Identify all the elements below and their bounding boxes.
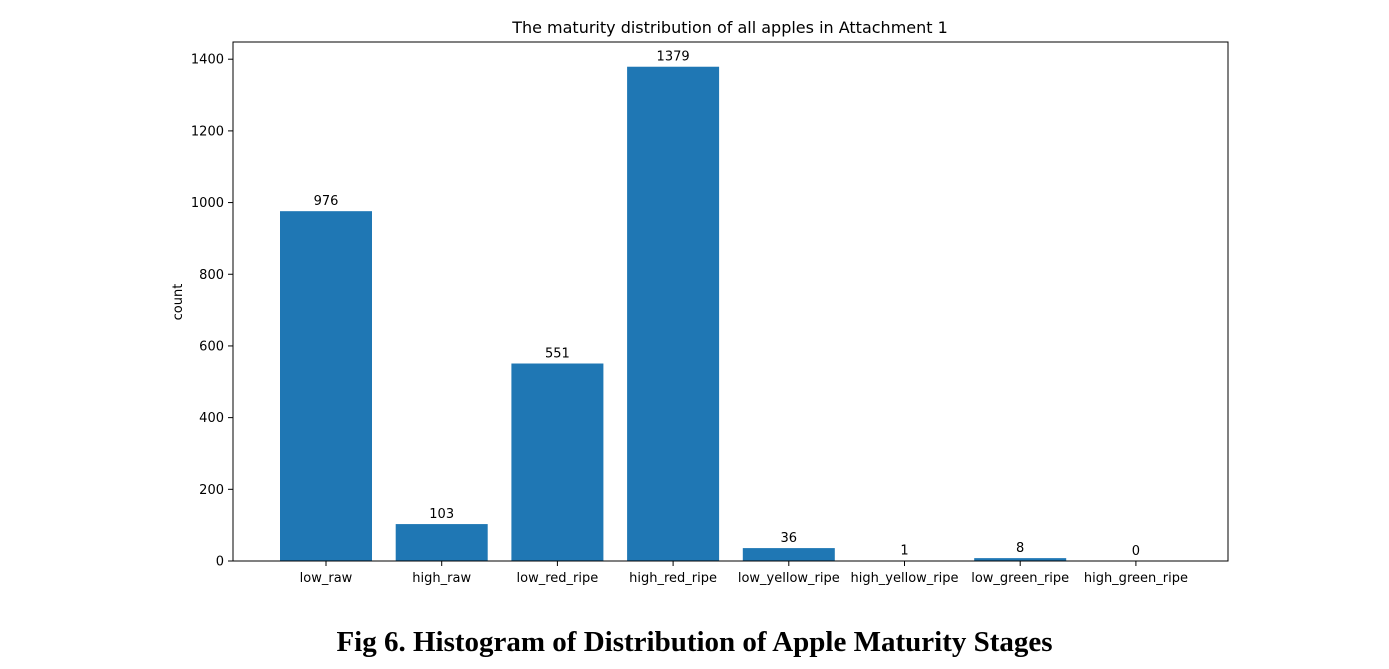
x-tick-label: low_yellow_ripe <box>738 571 840 586</box>
y-tick-label: 600 <box>199 339 224 354</box>
y-axis: 0 200 400 600 800 1000 1200 1400 <box>191 53 233 570</box>
y-tick-label: 0 <box>216 555 224 570</box>
data-label-low-green-ripe: 8 <box>1016 541 1024 556</box>
plot-frame <box>232 41 1229 562</box>
x-tick-label: high_yellow_ripe <box>850 571 958 586</box>
y-tick-label: 1400 <box>191 53 224 68</box>
x-tick-label: low_raw <box>300 571 353 586</box>
x-tick-label: low_red_ripe <box>517 571 599 586</box>
x-tick-label: low_green_ripe <box>971 571 1069 586</box>
bar-low-yellow-ripe <box>742 548 835 561</box>
bar-low-raw <box>280 211 372 561</box>
data-label-low-raw: 976 <box>314 194 339 209</box>
bar-chart: The maturity distribution of all apples … <box>171 18 1229 586</box>
data-label-low-yellow-ripe: 36 <box>781 531 798 546</box>
x-tick-label: high_raw <box>412 571 471 586</box>
y-tick-label: 1200 <box>191 124 224 139</box>
figure-caption: Fig 6. Histogram of Distribution of Appl… <box>336 626 1053 658</box>
y-tick-label: 400 <box>199 411 224 426</box>
bar-low-red-ripe <box>511 363 604 561</box>
y-tick-label: 1000 <box>191 196 224 211</box>
data-label-low-red-ripe: 551 <box>545 347 570 362</box>
x-axis: low_raw high_raw low_red_ripe high_red_ripe… <box>300 561 1188 586</box>
data-label-high-green-ripe: 0 <box>1132 544 1140 559</box>
x-tick-label: high_red_ripe <box>629 571 717 586</box>
data-label-high-raw: 103 <box>429 507 454 522</box>
y-tick-label: 800 <box>199 268 224 283</box>
data-label-high-yellow-ripe: 1 <box>900 544 908 559</box>
data-label-high-red-ripe: 1379 <box>657 50 690 65</box>
y-axis-label: count <box>171 284 186 321</box>
chart-title: The maturity distribution of all apples … <box>511 18 948 37</box>
bar-high-red-ripe <box>627 66 720 561</box>
bars-group <box>280 66 1067 561</box>
bar-low-green-ripe <box>974 558 1067 561</box>
bar-high-raw <box>395 524 488 561</box>
y-tick-label: 200 <box>199 483 224 498</box>
x-tick-label: high_green_ripe <box>1084 571 1188 586</box>
